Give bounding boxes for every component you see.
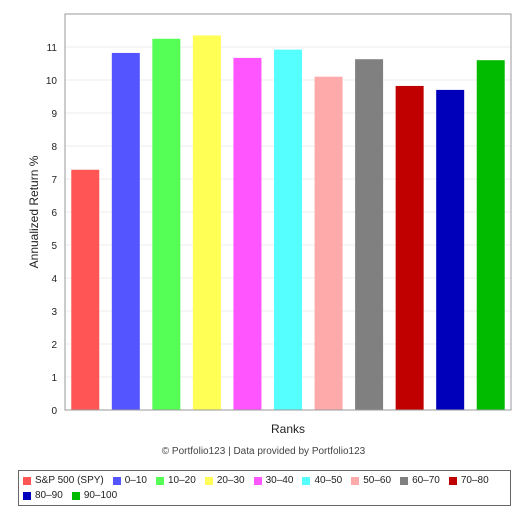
legend-label: 0–10 [124,475,147,486]
legend-item[interactable]: 40–50 [302,473,342,488]
bar-3 [192,35,221,410]
y-tick-label: 3 [51,307,57,318]
legend-swatch [23,491,31,500]
y-tick-label: 8 [51,142,57,153]
y-tick-label: 7 [51,175,57,186]
legend-item[interactable]: 60–70 [400,473,440,488]
plot-frame [64,13,512,411]
y-axis-label: Annualized Return % [27,155,41,268]
legend-label: 60–70 [412,475,440,486]
legend-item[interactable]: 20–30 [204,473,245,488]
legend-swatch [400,476,409,485]
legend-label: 20–30 [216,475,245,486]
chart-credit: © Portfolio123 | Data provided by Portfo… [161,446,366,457]
bar-10 [476,60,505,410]
bar-5 [274,49,302,410]
legend-swatch [302,476,311,485]
legend-item[interactable]: 80–90 [23,488,63,503]
x-axis-label: Ranks [271,422,305,436]
legend-label: 30–40 [265,475,294,486]
y-tick-label: 9 [51,109,57,120]
bars [71,35,505,411]
y-tick-label: 0 [51,406,57,417]
legend-swatch [23,476,31,485]
legend-swatch [448,476,457,485]
legend-label: S&P 500 (SPY) [35,475,104,486]
legend-label: 50–60 [363,475,392,486]
legend-item[interactable]: S&P 500 (SPY) [23,473,104,488]
y-tick-label: 10 [46,76,58,87]
y-axis-ticks: 0 1 2 3 4 5 6 7 8 9 10 11 [46,43,58,417]
bar-1 [111,52,140,410]
legend-item[interactable]: 50–60 [351,473,391,488]
y-tick-label: 2 [51,340,57,351]
legend-label: 10–20 [168,475,196,486]
legend: S&P 500 (SPY) 0–10 10–20 20–30 30–40 40–50 50–… [18,470,511,506]
legend-item[interactable]: 30–40 [253,473,294,488]
bar-7 [355,59,384,411]
bar-4 [233,57,262,410]
bar-2 [152,38,181,410]
legend-swatch [156,476,164,485]
bar-chart: 0 1 2 3 4 5 6 7 8 9 10 11 Ranks Annualized Return % [27,13,512,436]
bar-6 [314,76,343,410]
legend-item[interactable]: 10–20 [156,473,196,488]
legend-label: 80–90 [35,490,63,501]
legend-label: 40–50 [314,475,343,486]
legend-swatch [253,476,262,485]
legend-item[interactable]: 0–10 [112,473,147,488]
legend-label: 90–100 [83,490,118,501]
legend-swatch [351,476,360,485]
y-tick-label: 4 [51,274,57,285]
legend-label: 70–80 [460,475,489,486]
legend-swatch [112,476,121,485]
y-tick-label: 5 [51,241,57,252]
y-tick-label: 11 [47,43,58,54]
y-tick-label: 6 [51,208,57,219]
bar-8 [395,85,424,410]
legend-item[interactable]: 70–80 [448,473,489,488]
bar-0 [71,169,100,410]
legend-item[interactable]: 90–100 [71,488,118,503]
legend-swatch [71,491,80,500]
y-tick-label: 1 [51,373,57,384]
bar-9 [436,89,465,411]
legend-swatch [204,476,213,485]
